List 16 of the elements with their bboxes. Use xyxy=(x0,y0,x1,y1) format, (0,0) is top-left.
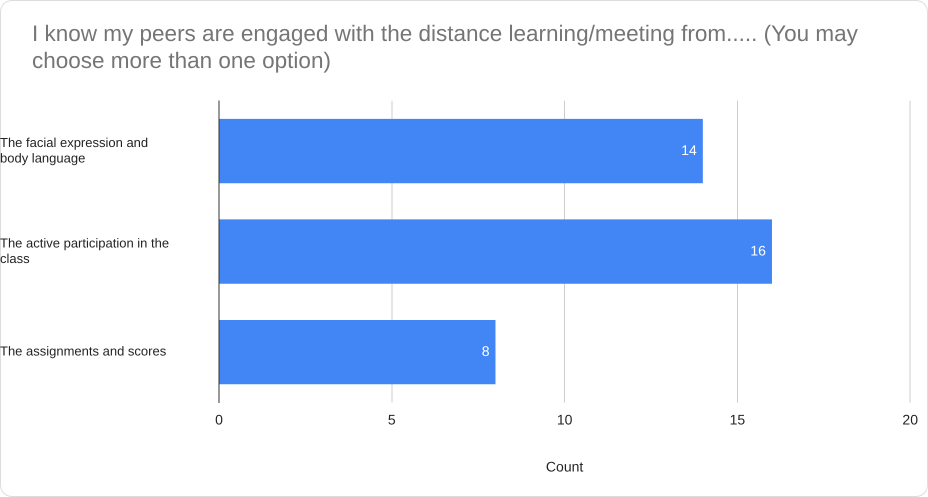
y-tick-label: The active participation in the class xyxy=(0,235,170,266)
data-label: 16 xyxy=(750,242,766,258)
x-tick-label: 5 xyxy=(388,412,396,428)
x-tick-label: 0 xyxy=(215,412,224,428)
y-tick-label: The facial expression and body language xyxy=(0,134,148,166)
bar xyxy=(220,320,496,384)
bar xyxy=(220,118,703,184)
bar xyxy=(220,219,772,284)
x-tick-label: 10 xyxy=(556,412,573,428)
x-tick-label: 20 xyxy=(902,412,918,428)
x-tick-label: 15 xyxy=(730,412,746,428)
data-label: 8 xyxy=(482,342,490,359)
chart-title: I know my peers are engaged with the distance learning/meeting from..... (You may choose more than one option) xyxy=(32,20,859,74)
y-tick-label: The assignments and scores xyxy=(0,344,167,359)
data-label: 14 xyxy=(681,142,698,158)
x-axis-title: Count xyxy=(546,458,584,474)
